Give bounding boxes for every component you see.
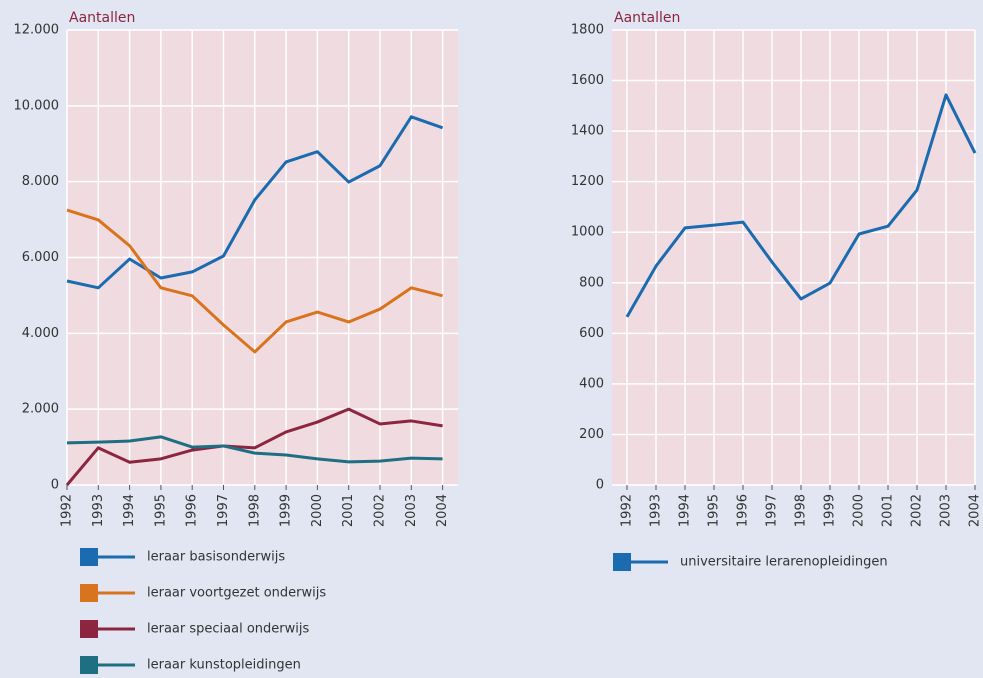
y-tick-label: 0 <box>596 478 604 493</box>
x-tick-label: 2004 <box>435 494 450 527</box>
x-tick-label: 2003 <box>939 494 954 527</box>
legend-label: universitaire lerarenopleidingen <box>680 555 888 570</box>
x-tick-label: 1997 <box>216 494 231 527</box>
legend-label: leraar kunstopleidingen <box>147 658 301 673</box>
x-tick-label: 1993 <box>649 494 664 527</box>
y-tick-label: 1400 <box>571 124 604 139</box>
legend-swatch <box>80 620 98 638</box>
x-tick-label: 1992 <box>60 494 75 527</box>
x-tick-label: 1998 <box>247 494 262 527</box>
y-tick-label: 1200 <box>571 174 604 189</box>
y-tick-label: 0 <box>51 478 59 493</box>
x-tick-label: 1994 <box>678 494 693 527</box>
y-tick-label: 600 <box>579 326 604 341</box>
x-tick-label: 2001 <box>881 494 896 527</box>
x-tick-label: 1999 <box>279 494 294 527</box>
y-tick-label: 400 <box>579 376 604 391</box>
x-tick-label: 1995 <box>153 494 168 527</box>
plot-area <box>612 30 975 485</box>
x-tick-label: 2001 <box>341 494 356 527</box>
line <box>625 93 977 318</box>
legend-swatch <box>80 656 98 674</box>
y-tick-label: 2.000 <box>22 402 59 417</box>
x-tick-label: 1992 <box>620 494 635 527</box>
x-tick-label: 1995 <box>707 494 722 527</box>
x-tick-label: 2002 <box>910 494 925 527</box>
y-tick-label: 12.000 <box>14 23 60 38</box>
y-tick-label: 8.000 <box>22 174 59 189</box>
x-tick-label: 2002 <box>373 494 388 527</box>
x-tick-label: 1999 <box>823 494 838 527</box>
y-tick-label: 10.000 <box>14 98 60 113</box>
x-tick-label: 1998 <box>794 494 809 527</box>
line <box>66 435 443 464</box>
legend-swatch <box>80 548 98 566</box>
x-tick-label: 1994 <box>122 494 137 527</box>
x-tick-label: 2000 <box>310 494 325 527</box>
x-tick-label: 2003 <box>404 494 419 527</box>
line <box>66 115 444 290</box>
legend-swatch <box>80 584 98 602</box>
line <box>66 208 443 354</box>
y-tick-label: 200 <box>579 427 604 442</box>
y-tick-label: 4.000 <box>22 326 59 341</box>
y-tick-label: 1000 <box>571 225 604 240</box>
x-tick-label: 1996 <box>185 494 200 527</box>
legend-label: leraar speciaal onderwijs <box>147 622 309 637</box>
x-tick-label: 2000 <box>852 494 867 527</box>
legend-label: leraar voortgezet onderwijs <box>147 586 326 601</box>
x-tick-label: 1993 <box>91 494 106 527</box>
chart-title: Aantallen <box>614 10 680 26</box>
line <box>65 407 443 486</box>
legend-label: leraar basisonderwijs <box>147 550 285 565</box>
y-tick-label: 1600 <box>571 73 604 88</box>
legend-swatch <box>613 553 631 571</box>
y-tick-label: 800 <box>579 275 604 290</box>
x-tick-label: 1996 <box>736 494 751 527</box>
y-tick-label: 1800 <box>571 23 604 38</box>
chart-title: Aantallen <box>69 10 135 26</box>
x-tick-label: 2004 <box>968 494 983 527</box>
y-tick-label: 6.000 <box>22 250 59 265</box>
x-tick-label: 1997 <box>765 494 780 527</box>
